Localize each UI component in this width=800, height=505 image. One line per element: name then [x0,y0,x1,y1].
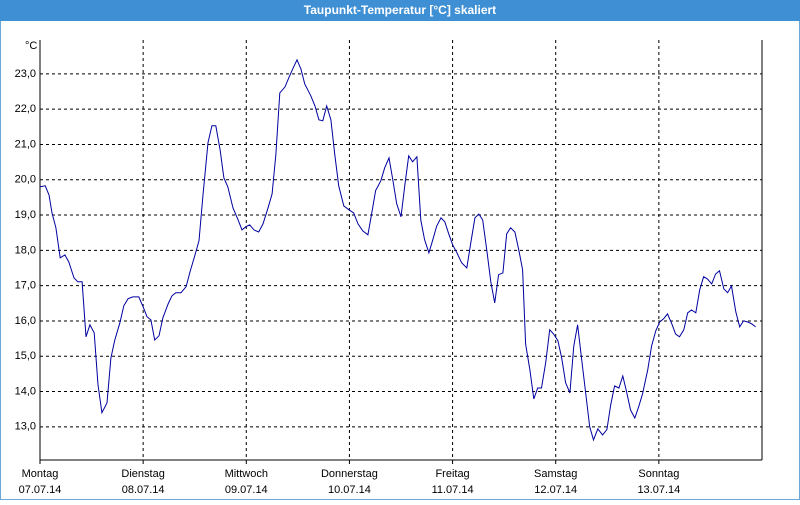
y-tick-label: 17,0 [15,280,36,292]
x-tick-label: 11.07.14 [432,484,474,496]
y-tick-label: 14,0 [15,385,36,397]
y-tick-label: 21,0 [15,138,36,150]
x-tick-label: 12.07.14 [534,484,577,496]
x-tick-label: 10.07.14 [328,484,371,496]
y-tick-label: 16,0 [15,315,36,327]
x-tick-label: 09.07.14 [225,484,268,496]
x-tick-day: Samstag [534,468,577,480]
x-tick-day: Dienstag [121,468,164,480]
x-tick-day: Mittwoch [225,468,268,480]
y-tick-label: 20,0 [15,174,36,186]
x-tick-day: Sonntag [638,468,679,480]
y-tick-label: 13,0 [15,421,36,433]
y-tick-label: 18,0 [15,244,36,256]
x-tick-day: Freitag [435,468,469,480]
y-tick-label: 19,0 [15,209,36,221]
x-tick-label: 08.07.14 [122,484,165,496]
x-tick-label: 07.07.14 [19,484,62,496]
x-tick-day: Donnerstag [321,468,378,480]
y-tick-label: 22,0 [15,103,36,115]
chart-title: Taupunkt-Temperatur [°C] skaliert [304,3,496,17]
title-bar [0,0,800,21]
x-tick-label: 13.07.14 [637,484,680,496]
x-tick-day: Montag [22,468,59,480]
y-tick-label: 23,0 [15,68,36,80]
y-unit: °C [25,40,37,52]
data-line [39,58,756,442]
y-tick-label: 15,0 [15,350,36,362]
